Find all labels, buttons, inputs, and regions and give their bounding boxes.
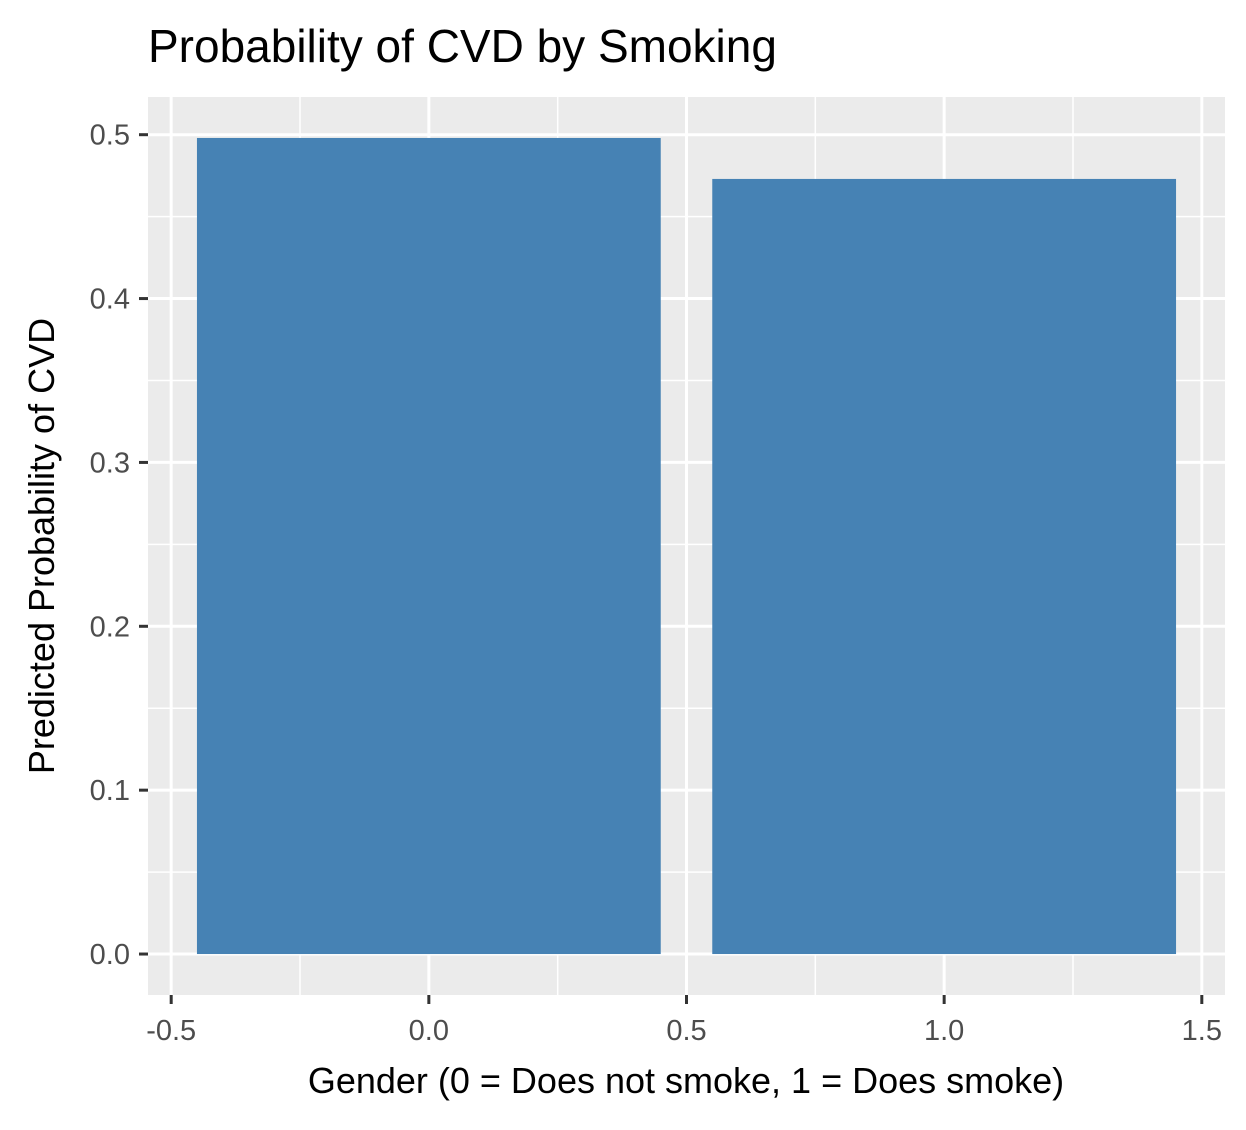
x-axis-title: Gender (0 = Does not smoke, 1 = Does smo… (308, 1060, 1064, 1101)
x-tick-label: 1.5 (1182, 1015, 1222, 1047)
y-tick-label: 0.4 (90, 284, 130, 316)
y-tick-label: 0.1 (90, 775, 130, 807)
y-tick-label: 0.0 (90, 939, 130, 971)
x-axis: -0.5 0.0 0.5 1.0 1.5 (146, 995, 1222, 1047)
y-axis-title: Predicted Probability of CVD (21, 318, 62, 774)
x-tick-label: 0.5 (666, 1015, 706, 1047)
bars (196, 137, 1177, 955)
y-axis: 0.0 0.1 0.2 0.3 0.4 0.5 (90, 120, 148, 971)
bar-1 (712, 178, 1177, 955)
x-tick-label: -0.5 (146, 1015, 196, 1047)
y-tick-label: 0.3 (90, 447, 130, 479)
bar-0 (196, 137, 661, 955)
x-tick-label: 0.0 (409, 1015, 449, 1047)
y-tick-label: 0.5 (90, 120, 130, 152)
y-tick-label: 0.2 (90, 611, 130, 643)
chart-title: Probability of CVD by Smoking (148, 20, 777, 72)
x-tick-label: 1.0 (924, 1015, 964, 1047)
